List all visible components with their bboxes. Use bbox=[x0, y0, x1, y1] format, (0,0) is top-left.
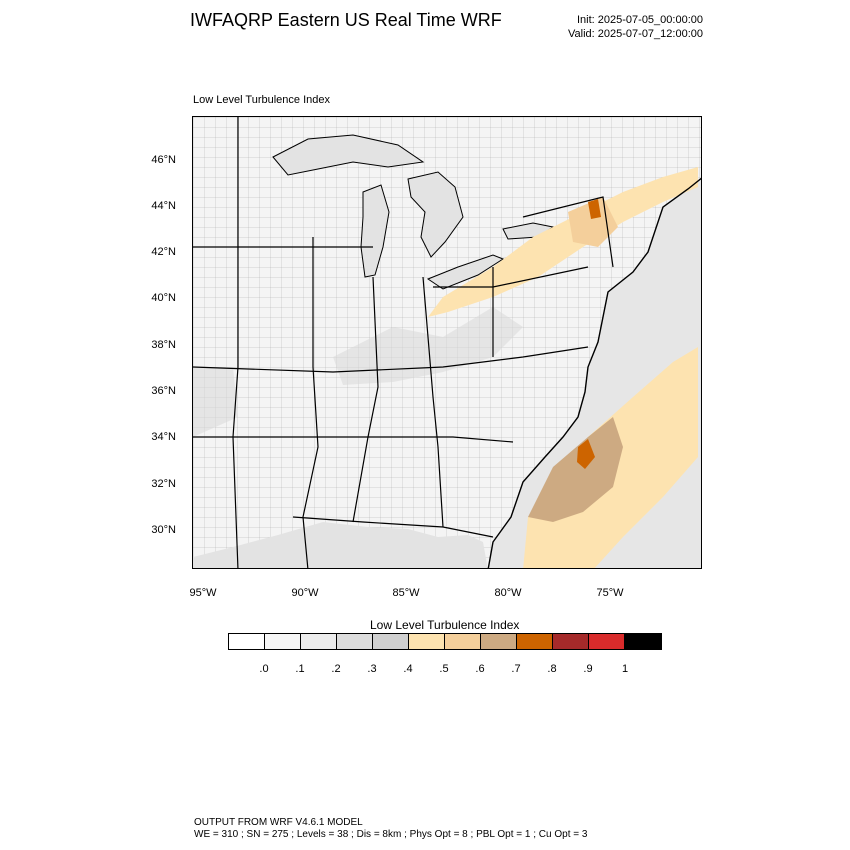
lon-label-90: 90°W bbox=[291, 587, 319, 599]
colorbar-label: .7 bbox=[511, 663, 521, 675]
colorbar-cell bbox=[409, 634, 445, 649]
band-northeast-light bbox=[428, 167, 698, 317]
colorbar-cell bbox=[517, 634, 553, 649]
colorbar-cell bbox=[337, 634, 373, 649]
colorbar-cell bbox=[553, 634, 589, 649]
lat-label-30: 30°N bbox=[151, 524, 176, 536]
map-panel bbox=[192, 116, 702, 569]
colorbar-cell bbox=[589, 634, 625, 649]
coastline bbox=[487, 177, 701, 568]
shade-west bbox=[193, 367, 238, 437]
lake-erie bbox=[426, 254, 505, 290]
band-atlantic-mid bbox=[528, 417, 623, 522]
band-new-york bbox=[568, 197, 618, 247]
colorbar-label: .4 bbox=[403, 663, 413, 675]
lon-label-80: 80°W bbox=[494, 587, 522, 599]
colorbar-cell bbox=[445, 634, 481, 649]
colorbar-cell bbox=[265, 634, 301, 649]
lat-label-36: 36°N bbox=[151, 385, 176, 397]
model-footer-line-1: OUTPUT FROM WRF V4.6.1 MODEL bbox=[194, 817, 363, 828]
lat-label-38: 38°N bbox=[151, 339, 176, 351]
colorbar-cell bbox=[301, 634, 337, 649]
colorbar-label: .6 bbox=[475, 663, 485, 675]
colorbar-label: .3 bbox=[367, 663, 377, 675]
model-footer-line-2: WE = 310 ; SN = 275 ; Levels = 38 ; Dis … bbox=[194, 829, 588, 840]
state-boundaries bbox=[193, 117, 614, 568]
colorbar-label: .5 bbox=[439, 663, 449, 675]
colorbar-title: Low Level Turbulence Index bbox=[370, 618, 520, 632]
lake-michigan bbox=[360, 184, 390, 278]
colorbar-label: .0 bbox=[259, 663, 269, 675]
colorbar-label: .1 bbox=[295, 663, 305, 675]
lon-label-95: 95°W bbox=[189, 587, 217, 599]
spot-adirondacks bbox=[588, 199, 601, 219]
shade-ohio-valley bbox=[333, 307, 523, 385]
lat-label-44: 44°N bbox=[151, 200, 176, 212]
lat-label-46: 46°N bbox=[151, 154, 176, 166]
lake-superior bbox=[272, 134, 425, 176]
chart-title: IWFAQRP Eastern US Real Time WRF bbox=[190, 10, 502, 30]
colorbar-label: 1 bbox=[621, 663, 629, 675]
init-time: Init: 2025-07-05_00:00:00 bbox=[577, 14, 703, 26]
colorbar-cell bbox=[373, 634, 409, 649]
colorbar-cell bbox=[481, 634, 517, 649]
lon-label-85: 85°W bbox=[392, 587, 420, 599]
colorbar-label: .8 bbox=[547, 663, 557, 675]
lat-label-42: 42°N bbox=[151, 246, 176, 258]
band-atlantic-high bbox=[577, 439, 595, 469]
lat-label-34: 34°N bbox=[151, 431, 176, 443]
map-subtitle: Low Level Turbulence Index bbox=[193, 94, 330, 106]
gulf-of-mexico bbox=[193, 522, 488, 568]
map-canvas bbox=[193, 117, 701, 568]
colorbar-cell bbox=[229, 634, 265, 649]
colorbar bbox=[228, 633, 662, 650]
lat-label-32: 32°N bbox=[151, 478, 176, 490]
lon-label-75: 75°W bbox=[596, 587, 624, 599]
lake-huron bbox=[407, 171, 464, 258]
colorbar-label: .2 bbox=[331, 663, 341, 675]
valid-time: Valid: 2025-07-07_12:00:00 bbox=[568, 28, 703, 40]
colorbar-cell bbox=[625, 634, 661, 649]
colorbar-label: .9 bbox=[583, 663, 593, 675]
lat-label-40: 40°N bbox=[151, 292, 176, 304]
